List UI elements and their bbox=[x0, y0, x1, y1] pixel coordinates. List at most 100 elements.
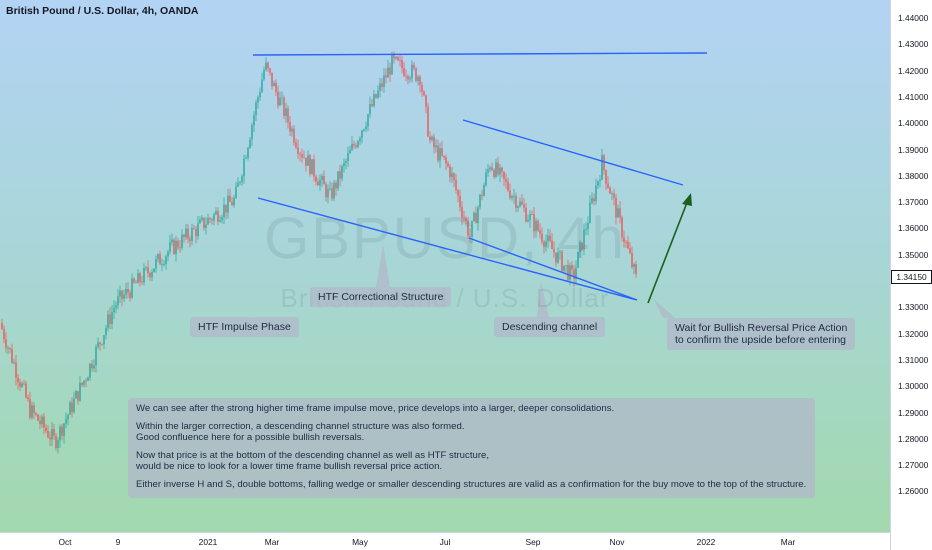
candle-body bbox=[253, 115, 255, 126]
annotation-impulse[interactable]: HTF Impulse Phase bbox=[190, 317, 299, 337]
candle-body bbox=[477, 207, 479, 224]
candle-body bbox=[423, 91, 425, 96]
candle-body bbox=[161, 264, 163, 266]
candle-body bbox=[529, 214, 531, 221]
candle-body bbox=[597, 181, 599, 186]
candle-body bbox=[633, 264, 635, 267]
candle-body bbox=[409, 78, 411, 80]
candle-body bbox=[483, 184, 485, 196]
candle-body bbox=[463, 217, 465, 219]
candle-body bbox=[155, 259, 157, 269]
price-chart[interactable] bbox=[0, 0, 890, 532]
candle-body bbox=[181, 234, 183, 249]
candle-body bbox=[91, 363, 93, 369]
candle-body bbox=[617, 208, 619, 218]
bullish-arrow-shaft bbox=[647, 199, 689, 304]
candle-body bbox=[611, 193, 613, 195]
candle-body bbox=[137, 273, 139, 284]
candle-body bbox=[593, 198, 595, 202]
candle-body bbox=[531, 214, 533, 215]
annotation-channel[interactable]: Descending channel bbox=[494, 317, 606, 337]
candle-body bbox=[357, 141, 359, 148]
candle-body bbox=[567, 264, 569, 280]
candle-body bbox=[221, 217, 223, 221]
candle-body bbox=[295, 142, 297, 148]
y-tick-label: 1.42000 bbox=[898, 65, 929, 76]
candle-body bbox=[209, 218, 211, 220]
x-tick-label: 2022 bbox=[696, 537, 716, 547]
candle-body bbox=[635, 264, 637, 274]
note-paragraph-3b: would be nice to look for a lower time f… bbox=[136, 460, 443, 472]
candle-body bbox=[59, 426, 61, 441]
candle-body bbox=[147, 267, 149, 274]
candle-body bbox=[1, 323, 3, 330]
candle-body bbox=[459, 195, 461, 208]
candle-body bbox=[191, 228, 193, 241]
time-axis[interactable] bbox=[0, 532, 890, 550]
annotation-reversal[interactable]: Wait for Bullish Reversal Price Action t… bbox=[667, 318, 856, 350]
candle-body bbox=[547, 235, 549, 242]
candle-body bbox=[317, 181, 319, 186]
candle-body bbox=[215, 211, 217, 215]
note-paragraph-3a: Now that price is at the bottom of the d… bbox=[136, 450, 490, 462]
x-tick-label: Oct bbox=[58, 537, 72, 547]
y-tick-label: 1.44000 bbox=[898, 13, 929, 23]
x-tick-label: Nov bbox=[609, 537, 625, 547]
note-paragraph-1: We can see after the strong higher time … bbox=[136, 403, 615, 414]
candle-body bbox=[249, 139, 251, 148]
candle-body bbox=[293, 128, 295, 143]
candle-body bbox=[485, 172, 487, 185]
candle-body bbox=[247, 147, 249, 158]
candle-body bbox=[309, 155, 311, 175]
y-tick-label: 1.38000 bbox=[898, 170, 929, 181]
candle-body bbox=[223, 204, 225, 218]
candle-body bbox=[47, 430, 49, 438]
candle-body bbox=[269, 68, 271, 73]
candle-body bbox=[193, 228, 195, 229]
candle-body bbox=[57, 440, 59, 449]
candle-body bbox=[503, 171, 505, 179]
candle-body bbox=[239, 181, 241, 183]
candle-body bbox=[525, 207, 527, 222]
candle-body bbox=[563, 265, 565, 271]
candle-body bbox=[95, 346, 97, 366]
analysis-note[interactable]: We can see after the strong higher time … bbox=[128, 398, 815, 498]
current-price-tag: 1.34150 bbox=[891, 270, 932, 285]
candle-body bbox=[347, 153, 349, 162]
candle-body bbox=[321, 175, 323, 180]
candle-body bbox=[365, 126, 367, 130]
candle-body bbox=[403, 67, 405, 76]
x-tick-label: 9 bbox=[115, 537, 121, 547]
candle-body bbox=[77, 391, 79, 401]
candle-body bbox=[369, 104, 371, 115]
candle-body bbox=[175, 240, 177, 254]
candle-body bbox=[83, 380, 85, 385]
annotation-correction[interactable]: HTF Correctional Structure bbox=[310, 287, 452, 307]
candle-body bbox=[259, 92, 261, 98]
candle-body bbox=[123, 294, 125, 299]
candle-body bbox=[371, 104, 373, 106]
candle-body bbox=[299, 153, 301, 155]
candle-body bbox=[517, 206, 519, 208]
candle-body bbox=[313, 159, 315, 177]
candle-body bbox=[87, 377, 89, 381]
candle-body bbox=[375, 94, 377, 98]
x-tick-label: May bbox=[352, 537, 368, 547]
candle-body bbox=[623, 237, 625, 242]
candle-body bbox=[13, 362, 15, 364]
channel-top-line bbox=[462, 119, 684, 186]
candle-body bbox=[515, 195, 517, 208]
candle-body bbox=[135, 282, 137, 284]
candle-body bbox=[261, 79, 263, 93]
candle-body bbox=[349, 150, 351, 154]
candle-body bbox=[257, 97, 259, 103]
channel-bottom-line bbox=[468, 237, 638, 301]
candle-body bbox=[399, 60, 401, 61]
candle-body bbox=[627, 241, 629, 249]
candle-body bbox=[283, 97, 285, 117]
candle-body bbox=[227, 195, 229, 213]
candle-body bbox=[461, 207, 463, 218]
y-tick-label: 1.30000 bbox=[898, 381, 929, 392]
candle-body bbox=[569, 265, 571, 280]
candle-body bbox=[543, 241, 545, 247]
